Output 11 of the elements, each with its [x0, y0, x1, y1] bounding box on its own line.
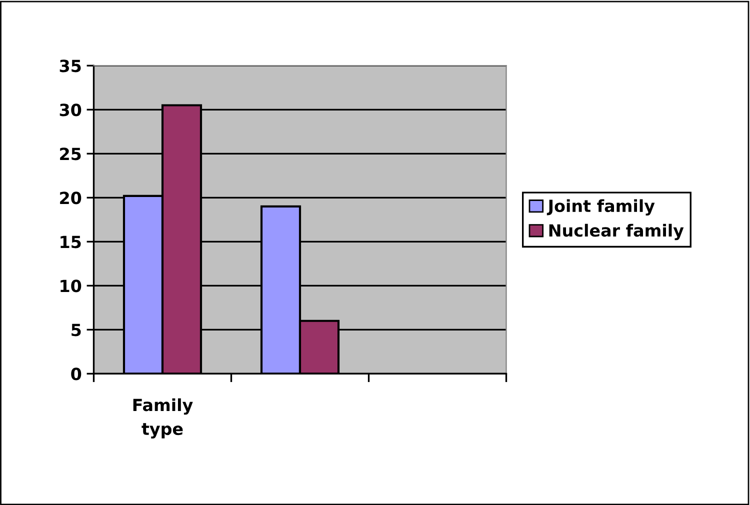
- y-tick-label: 20: [60, 192, 82, 204]
- y-tick-label: 0: [71, 368, 82, 380]
- y-tick-label: 10: [60, 280, 82, 292]
- y-tick-label: 25: [60, 148, 81, 160]
- y-tick-label: 5: [72, 324, 81, 336]
- x-tick-label: Family type: [133, 398, 193, 438]
- y-tick-label: 35: [60, 60, 81, 72]
- legend-label: Joint family: [546, 199, 655, 216]
- legend-label: Nuclear family: [549, 224, 684, 240]
- y-tick-label: 30: [60, 104, 82, 116]
- y-tick-label: 15: [60, 236, 81, 248]
